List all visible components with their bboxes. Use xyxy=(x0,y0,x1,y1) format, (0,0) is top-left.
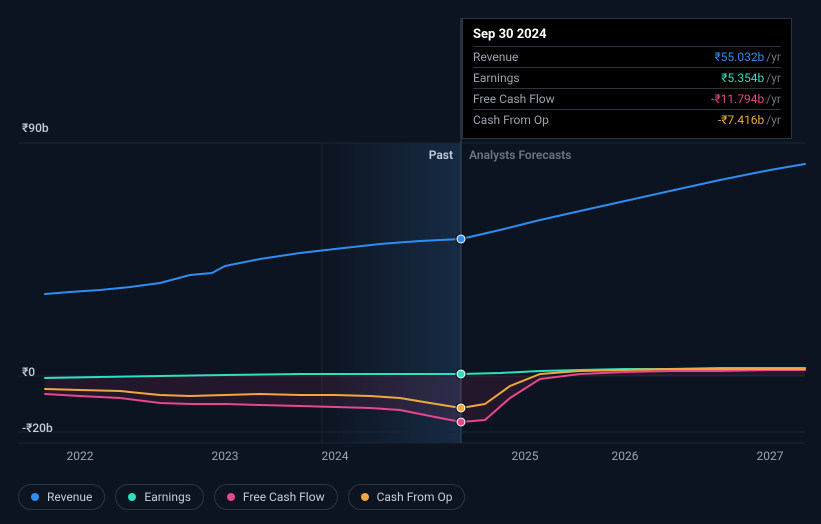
legend-dot-icon xyxy=(31,493,39,501)
tooltip-metric-label: Earnings xyxy=(473,71,520,85)
svg-text:2022: 2022 xyxy=(67,449,94,463)
tooltip-row: Free Cash Flow -₹11.794b/yr xyxy=(473,88,781,109)
svg-text:-₹20b: -₹20b xyxy=(22,421,53,435)
svg-text:2024: 2024 xyxy=(322,449,349,463)
legend-label: Cash From Op xyxy=(377,490,453,504)
legend-item-revenue[interactable]: Revenue xyxy=(18,484,105,510)
tooltip-row: Revenue ₹55.032b/yr xyxy=(473,46,781,67)
tooltip-metric-value: ₹5.354b/yr xyxy=(721,71,781,85)
marker-earnings xyxy=(457,370,465,378)
tooltip-metric-label: Revenue xyxy=(473,50,518,64)
tooltip-metric-value: -₹11.794b/yr xyxy=(711,92,781,106)
chart-tooltip: Sep 30 2024 Revenue ₹55.032b/yr Earnings ₹5… xyxy=(462,18,792,139)
tooltip-metric-value: -₹7.416b/yr xyxy=(718,113,781,127)
legend-item-earnings[interactable]: Earnings xyxy=(115,484,204,510)
legend-label: Revenue xyxy=(47,490,92,504)
tooltip-row: Cash From Op -₹7.416b/yr xyxy=(473,109,781,130)
legend-dot-icon xyxy=(361,493,369,501)
tooltip-metric-label: Free Cash Flow xyxy=(473,92,555,106)
svg-text:2025: 2025 xyxy=(512,449,539,463)
svg-text:₹0: ₹0 xyxy=(22,365,35,379)
tooltip-row: Earnings ₹5.354b/yr xyxy=(473,67,781,88)
tooltip-metric-label: Cash From Op xyxy=(473,113,549,127)
svg-text:₹90b: ₹90b xyxy=(22,121,49,135)
svg-text:Past: Past xyxy=(429,148,453,162)
svg-text:2027: 2027 xyxy=(757,449,784,463)
legend-item-fcf[interactable]: Free Cash Flow xyxy=(214,484,338,510)
marker-fcf xyxy=(457,418,465,426)
tooltip-metric-value: ₹55.032b/yr xyxy=(714,50,781,64)
svg-text:2026: 2026 xyxy=(612,449,639,463)
legend-label: Free Cash Flow xyxy=(243,490,325,504)
svg-text:Analysts Forecasts: Analysts Forecasts xyxy=(469,148,571,162)
legend-label: Earnings xyxy=(144,490,191,504)
marker-cfo xyxy=(457,404,465,412)
legend-dot-icon xyxy=(128,493,136,501)
marker-revenue xyxy=(457,235,465,243)
legend-dot-icon xyxy=(227,493,235,501)
tooltip-date: Sep 30 2024 xyxy=(473,27,781,42)
chart-legend: Revenue Earnings Free Cash Flow Cash From O… xyxy=(18,484,465,510)
financials-chart: ₹90b ₹0 -₹20b Past Analysts Forecasts 2022 202… xyxy=(0,0,821,524)
svg-text:2023: 2023 xyxy=(212,449,239,463)
legend-item-cfo[interactable]: Cash From Op xyxy=(348,484,466,510)
